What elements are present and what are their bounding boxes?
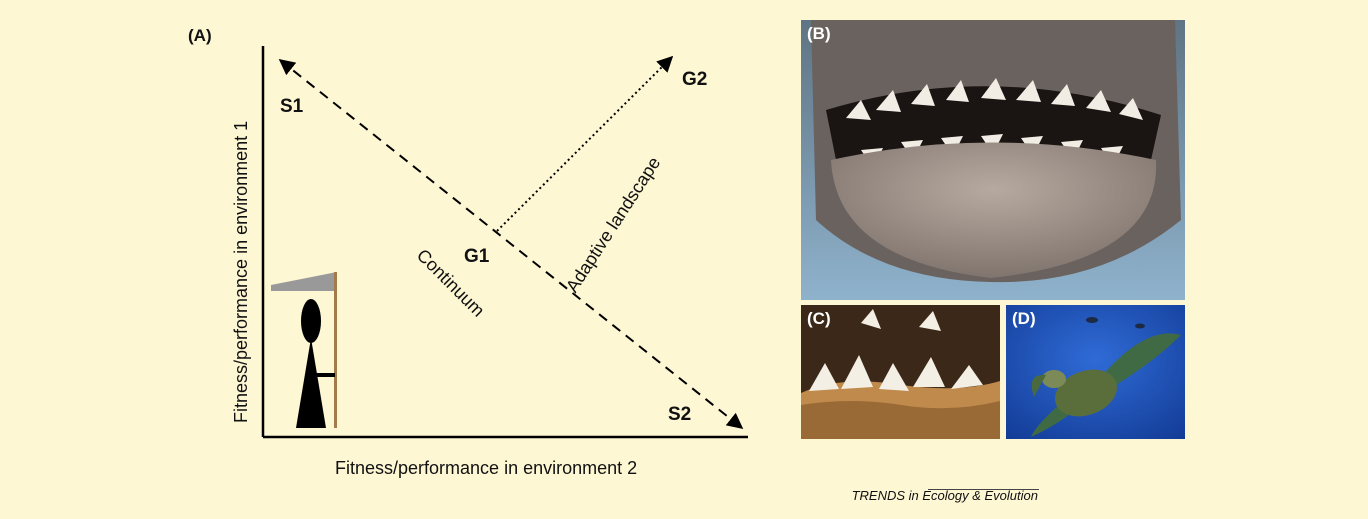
continuum-arrow <box>280 60 742 428</box>
figure-head <box>301 299 321 343</box>
panel-d-label: (D) <box>1012 309 1036 329</box>
balance-post <box>334 272 337 428</box>
figure-body <box>296 338 326 428</box>
g2-label: G2 <box>682 69 707 91</box>
shark-illustration <box>801 20 1185 300</box>
y-axis-title: Fitness/performance in environment 1 <box>231 121 252 423</box>
source-credit: TRENDS in Ecology & Evolution <box>852 488 1038 503</box>
adaptive-landscape-arrow <box>497 57 672 231</box>
s2-label: S2 <box>668 404 691 426</box>
s1-label: S1 <box>280 96 303 118</box>
balance-figure-icon <box>271 272 337 428</box>
teeth-photo: (C) <box>801 305 1000 439</box>
turtle-photo: (D) <box>1006 305 1185 439</box>
panel-b-label: (B) <box>807 24 831 44</box>
figure-arm <box>311 373 335 377</box>
shark-photo: (B) <box>801 20 1185 300</box>
teeth-illustration <box>801 305 1000 439</box>
x-axis-title: Fitness/performance in environment 2 <box>335 458 637 479</box>
panel-c-label: (C) <box>807 309 831 329</box>
g1-label: G1 <box>464 246 489 268</box>
balance-beam <box>271 272 337 291</box>
